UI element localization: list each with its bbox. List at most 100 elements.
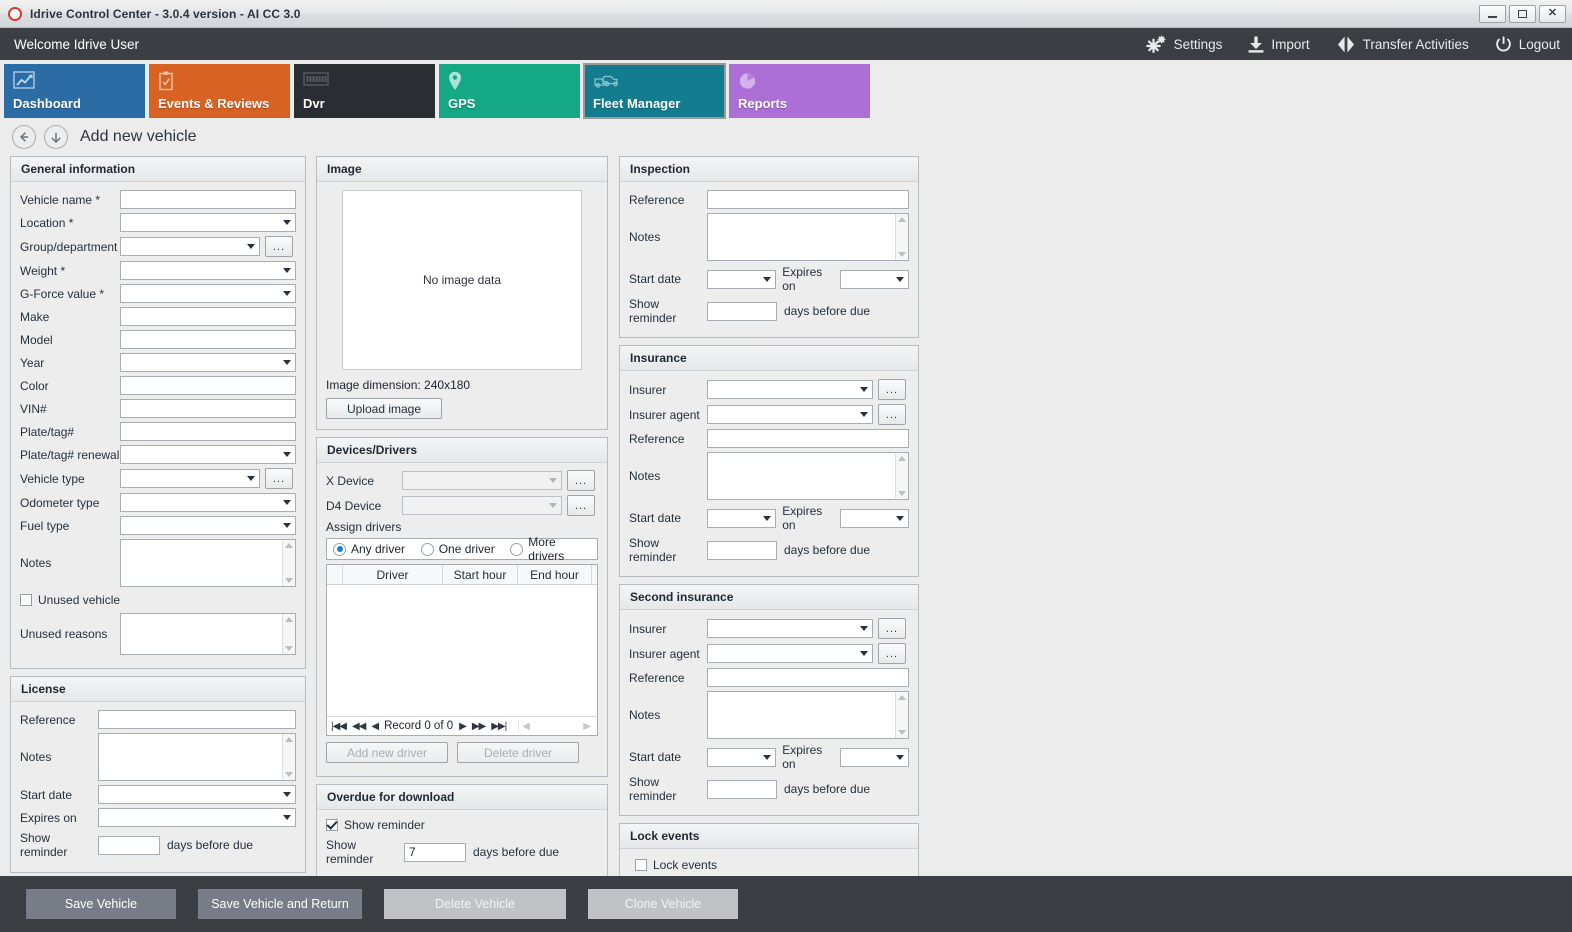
overdue-show-reminder-checkbox[interactable]: [326, 819, 338, 831]
model-input[interactable]: [120, 330, 296, 349]
memo-scrollbar[interactable]: [282, 614, 295, 654]
horizontal-scrollbar[interactable]: ◀ ▶: [518, 720, 593, 732]
second-insurance-agent-browse-button[interactable]: ...: [878, 643, 906, 664]
radio-one-driver[interactable]: One driver: [420, 542, 511, 556]
second-insurance-reference-input[interactable]: [707, 668, 909, 687]
weight-combo[interactable]: [120, 261, 296, 280]
d4-device-combo[interactable]: [402, 496, 562, 515]
chevron-down-icon: [860, 651, 868, 656]
general-notes-textarea[interactable]: [120, 539, 296, 587]
vehicle-name-input[interactable]: [120, 190, 296, 209]
maximize-button[interactable]: [1509, 4, 1536, 23]
tab-fleet-manager[interactable]: Fleet Manager: [583, 63, 726, 119]
settings-button[interactable]: Settings: [1145, 35, 1222, 53]
add-new-driver-button[interactable]: Add new driver: [326, 742, 448, 763]
lock-events-checkbox[interactable]: [635, 859, 647, 871]
d4-device-browse-button[interactable]: ...: [567, 495, 595, 516]
inspection-show-reminder-input[interactable]: [707, 301, 777, 321]
inspection-notes-textarea[interactable]: [707, 213, 909, 261]
delete-driver-button[interactable]: Delete driver: [457, 742, 579, 763]
insurance-insurer-combo[interactable]: [707, 380, 873, 399]
second-insurance-show-reminder-input[interactable]: [707, 779, 777, 799]
grid-col-driver[interactable]: Driver: [343, 565, 443, 584]
odometer-type-combo[interactable]: [120, 493, 296, 512]
prev-page-button[interactable]: ◀◀: [351, 720, 366, 732]
next-page-button[interactable]: ▶▶: [471, 720, 486, 732]
first-record-button[interactable]: |◀◀: [331, 720, 347, 732]
memo-scrollbar[interactable]: [282, 540, 295, 586]
vin-input[interactable]: [120, 399, 296, 418]
save-vehicle-and-return-button[interactable]: Save Vehicle and Return: [198, 889, 362, 919]
plate-renewal-combo[interactable]: [120, 445, 296, 464]
grid-col-start-hour[interactable]: Start hour: [443, 565, 518, 584]
location-combo[interactable]: [120, 213, 296, 232]
radio-any-driver[interactable]: Any driver: [333, 542, 421, 556]
prev-record-button[interactable]: ◀: [371, 720, 379, 732]
next-record-button[interactable]: ▶: [459, 720, 467, 732]
tab-events-reviews[interactable]: Events & Reviews: [149, 64, 290, 118]
color-input[interactable]: [120, 376, 296, 395]
tab-fleet-manager-label: Fleet Manager: [593, 96, 681, 111]
fuel-type-combo[interactable]: [120, 516, 296, 535]
second-insurance-expires-on-combo[interactable]: [839, 747, 909, 767]
clone-vehicle-button[interactable]: Clone Vehicle: [588, 889, 738, 919]
back-button[interactable]: [12, 125, 36, 149]
logout-button[interactable]: Logout: [1495, 35, 1560, 53]
year-combo[interactable]: [120, 353, 296, 372]
insurance-agent-combo[interactable]: [707, 405, 873, 424]
second-insurance-insurer-browse-button[interactable]: ...: [878, 618, 906, 639]
license-notes-textarea[interactable]: [98, 733, 296, 781]
scroll-down-button[interactable]: [44, 125, 68, 149]
insurance-insurer-browse-button[interactable]: ...: [878, 379, 906, 400]
x-device-combo[interactable]: [402, 471, 562, 490]
overdue-show-reminder-input[interactable]: [404, 842, 466, 862]
vehicle-type-combo[interactable]: [120, 469, 260, 488]
insurance-start-date-combo[interactable]: [707, 508, 777, 528]
insurance-notes-textarea[interactable]: [707, 452, 909, 500]
license-start-date-combo[interactable]: [98, 785, 296, 804]
unused-vehicle-checkbox[interactable]: [20, 594, 32, 606]
license-reference-input[interactable]: [98, 710, 296, 729]
drivers-grid-body[interactable]: [327, 585, 597, 716]
memo-scrollbar[interactable]: [282, 734, 295, 780]
insurance-show-reminder-input[interactable]: [707, 540, 777, 560]
group-department-browse-button[interactable]: ...: [265, 236, 293, 257]
second-insurance-start-date-combo[interactable]: [707, 747, 777, 767]
minimize-button[interactable]: [1479, 4, 1506, 23]
chevron-down-icon: [860, 387, 868, 392]
tab-gps[interactable]: GPS: [439, 64, 580, 118]
inspection-reference-input[interactable]: [707, 190, 909, 209]
second-insurance-notes-textarea[interactable]: [707, 691, 909, 739]
second-insurance-agent-combo[interactable]: [707, 644, 873, 663]
memo-scrollbar[interactable]: [895, 453, 908, 499]
insurance-agent-browse-button[interactable]: ...: [878, 404, 906, 425]
upload-image-button[interactable]: Upload image: [326, 398, 442, 419]
insurance-reference-input[interactable]: [707, 429, 909, 448]
gforce-combo[interactable]: [120, 284, 296, 303]
inspection-expires-on-combo[interactable]: [839, 269, 909, 289]
make-input[interactable]: [120, 307, 296, 326]
license-show-reminder-input[interactable]: [98, 835, 160, 855]
tab-dvr[interactable]: Dvr: [294, 64, 435, 118]
group-department-combo[interactable]: [120, 237, 260, 256]
grid-col-end-hour[interactable]: End hour: [518, 565, 592, 584]
insurance-expires-on-combo[interactable]: [839, 508, 909, 528]
unused-reasons-textarea[interactable]: [120, 613, 296, 655]
memo-scrollbar[interactable]: [895, 214, 908, 260]
tab-dashboard[interactable]: Dashboard: [4, 64, 145, 118]
tab-reports[interactable]: Reports: [729, 64, 870, 118]
save-vehicle-button[interactable]: Save Vehicle: [26, 889, 176, 919]
radio-more-drivers[interactable]: More drivers: [510, 535, 591, 563]
last-record-button[interactable]: ▶▶|: [491, 720, 507, 732]
license-expires-on-combo[interactable]: [98, 808, 296, 827]
memo-scrollbar[interactable]: [895, 692, 908, 738]
inspection-start-date-combo[interactable]: [707, 269, 777, 289]
transfer-activities-button[interactable]: Transfer Activities: [1336, 36, 1469, 53]
close-button[interactable]: ✕: [1539, 4, 1566, 23]
import-button[interactable]: Import: [1248, 36, 1310, 53]
plate-tag-input[interactable]: [120, 422, 296, 441]
x-device-browse-button[interactable]: ...: [567, 470, 595, 491]
second-insurance-insurer-combo[interactable]: [707, 619, 873, 638]
vehicle-type-browse-button[interactable]: ...: [265, 468, 293, 489]
delete-vehicle-button[interactable]: Delete Vehicle: [384, 889, 566, 919]
